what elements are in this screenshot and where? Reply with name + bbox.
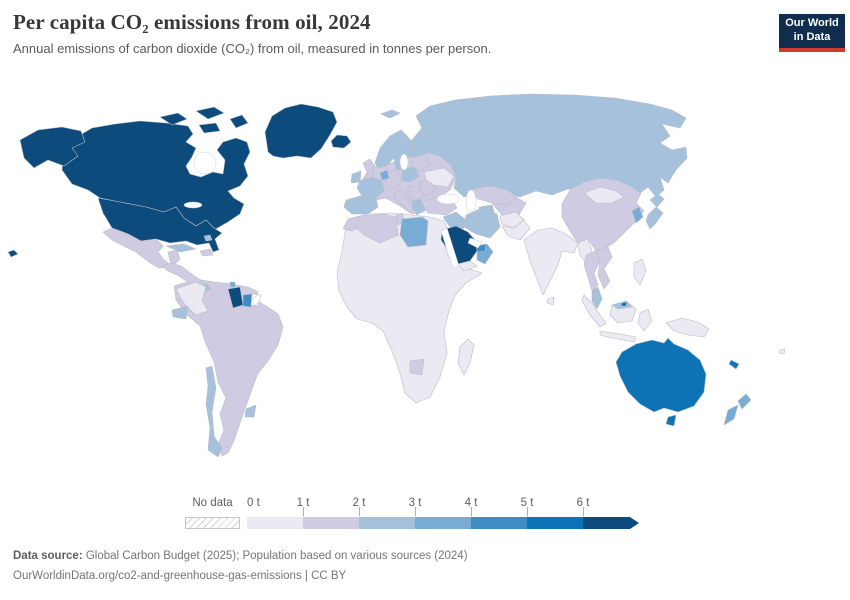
- legend-no-data-swatch[interactable]: [185, 517, 240, 529]
- legend-segment-5–6 t[interactable]: [527, 517, 583, 529]
- region-alaska[interactable]: [19, 126, 86, 169]
- footer-source-label: Data source:: [13, 550, 83, 562]
- footer-source-line: Data source: Global Carbon Budget (2025)…: [13, 546, 468, 566]
- owid-logo[interactable]: Our World in Data: [779, 14, 845, 52]
- header: Per capita CO₂ emissions from oil, 2024 …: [13, 10, 491, 56]
- region-french-guiana[interactable]: [250, 293, 262, 307]
- region-benelux[interactable]: [379, 169, 390, 181]
- region-botswana[interactable]: [409, 358, 425, 376]
- legend-tick-mark: [583, 507, 584, 516]
- hudson-bay: [193, 151, 217, 175]
- region-ukraine[interactable]: [423, 167, 455, 188]
- region-libya[interactable]: [399, 216, 429, 248]
- region-suriname[interactable]: [242, 293, 253, 308]
- region-colombia[interactable]: [175, 281, 209, 316]
- region-svalbard[interactable]: [380, 109, 401, 119]
- legend-tick-mark: [359, 507, 360, 516]
- legend-segment-0–1 t[interactable]: [247, 517, 303, 529]
- persian-gulf: [467, 237, 483, 249]
- legend-segment->6 t[interactable]: [583, 517, 639, 529]
- red-sea: [440, 227, 460, 269]
- legend-tick-label: 4 t: [464, 497, 478, 509]
- region-iran[interactable]: [463, 207, 501, 239]
- footer-url-line[interactable]: OurWorldinData.org/co2-and-greenhouse-ga…: [13, 570, 347, 583]
- region-germany[interactable]: [385, 168, 403, 190]
- legend-tick-mark: [303, 507, 304, 516]
- region-madagascar[interactable]: [457, 338, 475, 376]
- legend-tick-label: 3 t: [408, 497, 422, 509]
- region-vietnam-laos[interactable]: [595, 246, 613, 290]
- region-south-korea[interactable]: [631, 206, 644, 224]
- region-new-guinea[interactable]: [665, 317, 710, 338]
- legend-tick-label: 6 t: [576, 497, 590, 509]
- legend-segment-2–3 t[interactable]: [359, 517, 415, 529]
- region-pakistan[interactable]: [501, 219, 531, 241]
- region-yemen[interactable]: [457, 260, 478, 272]
- region-java[interactable]: [599, 330, 637, 343]
- region-bahamas[interactable]: [203, 234, 213, 242]
- region-new-zealand[interactable]: [723, 393, 752, 426]
- region-italy[interactable]: [393, 189, 416, 213]
- footer: Data source: Global Carbon Budget (2025)…: [13, 546, 468, 586]
- region-new-caledonia[interactable]: [728, 359, 740, 370]
- legend-tick-mark: [415, 507, 416, 516]
- region-south-america-main[interactable]: [173, 278, 284, 457]
- region-uruguay[interactable]: [244, 404, 257, 418]
- owid-logo-line2: in Data: [793, 31, 831, 43]
- owid-logo-line1: Our World: [785, 17, 839, 30]
- region-belarus-baltics[interactable]: [410, 153, 431, 172]
- region-chile[interactable]: [205, 365, 223, 458]
- region-hispaniola[interactable]: [199, 248, 214, 257]
- legend-no-data-label: No data: [192, 497, 233, 509]
- region-algeria[interactable]: [355, 213, 399, 244]
- legend-segment-4–5 t[interactable]: [471, 517, 527, 529]
- region-trinidad[interactable]: [229, 281, 236, 288]
- legend-segment-1–2 t[interactable]: [303, 517, 359, 529]
- legend-tick-label: 1 t: [296, 497, 310, 509]
- legend-tick-label: 2 t: [352, 497, 366, 509]
- region-saudi-arabia[interactable]: [440, 225, 478, 265]
- region-mongolia[interactable]: [583, 186, 625, 204]
- page-title: Per capita CO₂ emissions from oil, 2024: [13, 10, 371, 34]
- baltic-sea: [399, 153, 409, 171]
- region-hawaii[interactable]: [7, 249, 19, 258]
- region-africa-base[interactable]: [336, 212, 483, 404]
- region-sumatra[interactable]: [581, 294, 607, 328]
- region-mexico[interactable]: [102, 227, 181, 269]
- region-central-asia[interactable]: [491, 196, 527, 216]
- region-finland[interactable]: [411, 131, 431, 162]
- footer-source-text: Global Carbon Budget (2025); Population …: [82, 550, 468, 562]
- region-philippines[interactable]: [633, 258, 647, 286]
- region-tasmania[interactable]: [665, 414, 677, 427]
- region-sulawesi[interactable]: [637, 308, 653, 332]
- region-india[interactable]: [523, 227, 579, 296]
- region-ecuador[interactable]: [171, 305, 189, 320]
- region-cuba[interactable]: [165, 243, 197, 253]
- region-malay-peninsula[interactable]: [591, 286, 603, 310]
- region-fiji[interactable]: [778, 348, 786, 355]
- region-japan[interactable]: [645, 193, 665, 230]
- legend-segment-3–4 t[interactable]: [415, 517, 471, 529]
- legend-tick-label: 5 t: [520, 497, 534, 509]
- region-canadian-arctic[interactable]: [159, 106, 249, 134]
- page-subtitle: Annual emissions of carbon dioxide (CO₂)…: [13, 41, 492, 56]
- region-iceland[interactable]: [330, 134, 352, 149]
- region-sri-lanka[interactable]: [546, 296, 555, 306]
- legend-tick-mark: [471, 507, 472, 516]
- legend-tick-mark: [527, 507, 528, 516]
- region-greenland[interactable]: [264, 103, 338, 159]
- caspian-sea: [465, 189, 477, 213]
- region-australia[interactable]: [615, 337, 707, 413]
- great-lakes: [183, 201, 203, 209]
- region-brunei[interactable]: [620, 301, 628, 307]
- black-sea: [436, 193, 460, 205]
- legend-tick-label: 0 t: [247, 497, 260, 509]
- region-france[interactable]: [356, 176, 385, 199]
